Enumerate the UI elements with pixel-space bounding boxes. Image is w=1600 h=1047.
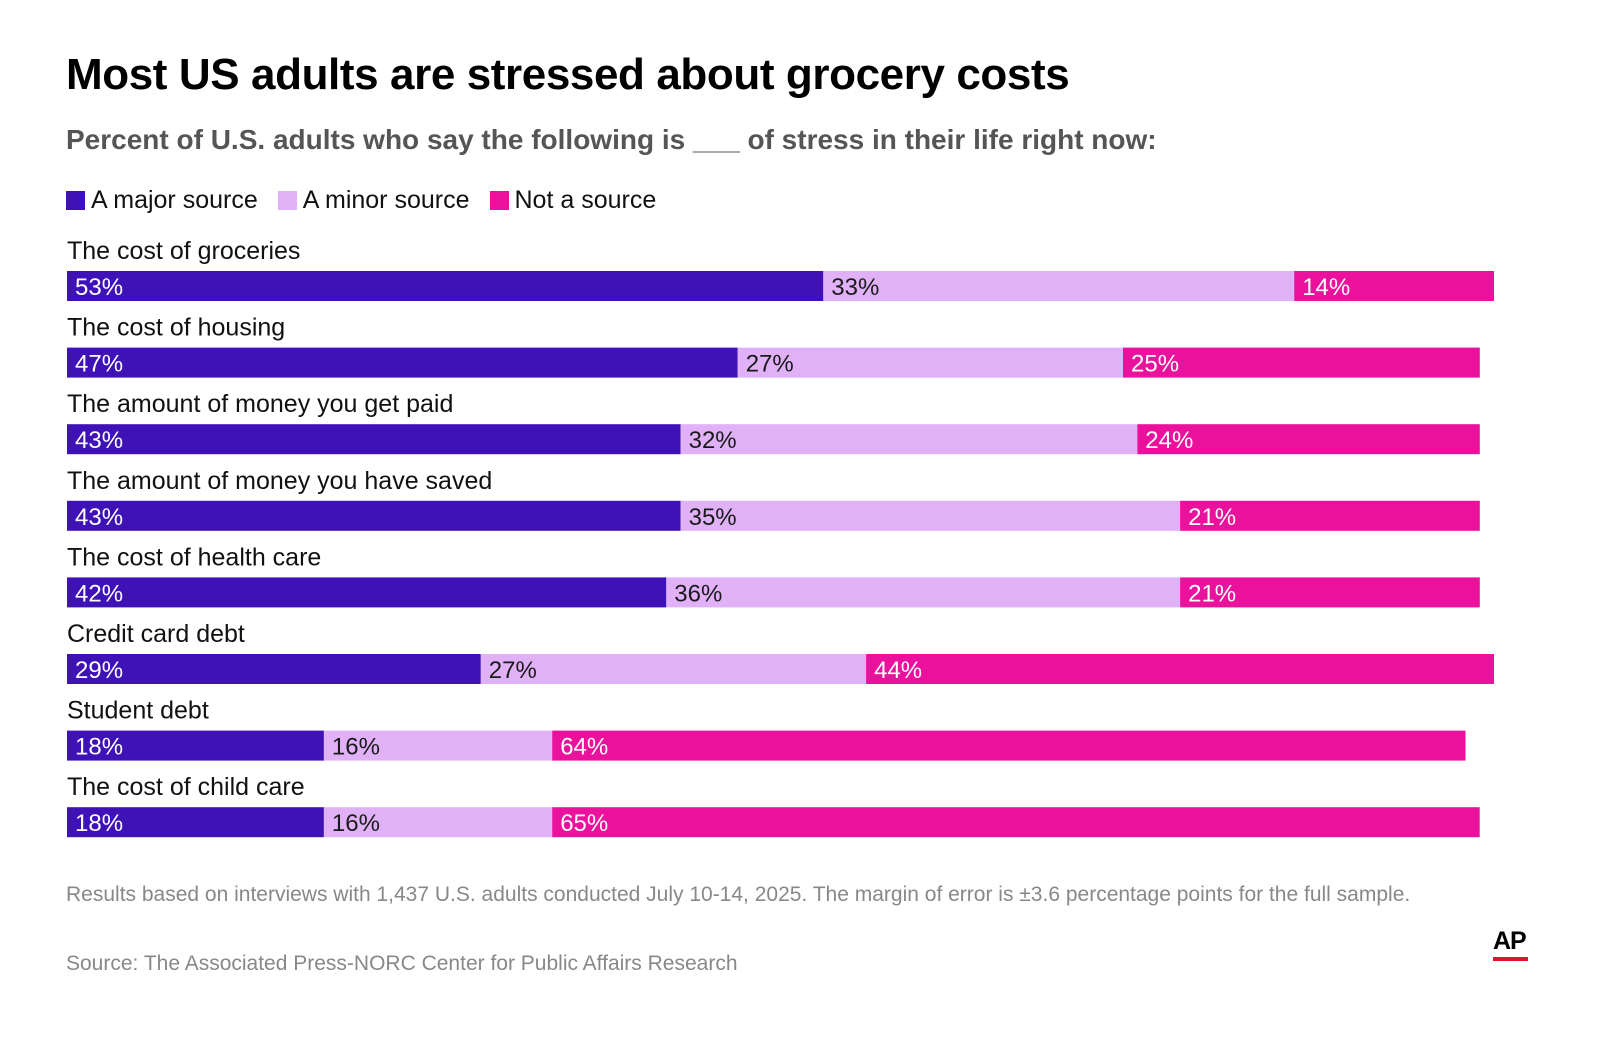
bar-segment-not xyxy=(1294,271,1494,301)
category-label: The amount of money you get paid xyxy=(67,390,453,418)
bar-segment-minor xyxy=(323,807,553,838)
data-label-minor: 27% xyxy=(746,351,794,378)
data-label-major: 43% xyxy=(75,504,123,531)
data-label-minor: 32% xyxy=(689,427,737,454)
data-label-not: 25% xyxy=(1131,351,1179,378)
chart-title: Most US adults are stressed about grocer… xyxy=(66,50,1070,99)
bar-segment-not xyxy=(1180,577,1480,608)
data-label-major: 42% xyxy=(75,580,123,607)
ap-logo-bar xyxy=(1493,957,1528,961)
data-label-major: 18% xyxy=(75,734,123,761)
category-label: The cost of child care xyxy=(67,773,305,801)
bar-segment-not xyxy=(1137,424,1480,455)
data-label-not: 24% xyxy=(1145,427,1193,454)
bar-segment-minor xyxy=(737,347,1123,378)
data-label-minor: 35% xyxy=(689,504,737,531)
category-label: The cost of housing xyxy=(67,314,285,342)
bar-segment-major xyxy=(67,347,738,378)
data-label-not: 21% xyxy=(1188,580,1236,607)
source-credit: Source: The Associated Press-NORC Center… xyxy=(66,952,738,975)
bar-segment-minor xyxy=(680,424,1138,455)
data-label-major: 53% xyxy=(75,274,123,301)
data-label-minor: 16% xyxy=(332,810,380,837)
legend: A major source A minor source Not a sour… xyxy=(66,186,676,215)
chart-subtitle: Percent of U.S. adults who say the follo… xyxy=(66,124,1157,155)
bar-segment-major xyxy=(67,807,324,838)
bar-segment-not xyxy=(552,730,1466,761)
category-label: The cost of health care xyxy=(67,543,321,571)
legend-swatch-minor xyxy=(277,191,297,210)
data-label-minor: 36% xyxy=(674,580,722,607)
data-label-minor: 27% xyxy=(489,657,537,684)
bar-segment-not xyxy=(1180,500,1480,531)
data-label-not: 14% xyxy=(1302,274,1350,301)
bar-segment-major xyxy=(67,654,481,684)
bar-segment-major xyxy=(67,271,824,301)
ap-logo: AP xyxy=(1493,928,1533,968)
data-label-not: 65% xyxy=(560,810,608,837)
legend-item-not: Not a source xyxy=(489,186,657,215)
legend-item-minor: A minor source xyxy=(277,186,470,215)
data-label-minor: 16% xyxy=(332,734,380,761)
bar-segment-minor xyxy=(323,730,553,761)
category-label: Student debt xyxy=(67,697,209,725)
bar-segment-minor xyxy=(666,577,1180,608)
data-label-major: 43% xyxy=(75,427,123,454)
bar-segment-not xyxy=(866,654,1494,684)
category-label: The cost of groceries xyxy=(67,237,300,265)
data-label-not: 64% xyxy=(560,734,608,761)
bar-segment-not xyxy=(552,807,1480,838)
bar-segment-minor xyxy=(480,654,867,684)
ap-logo-text: AP xyxy=(1493,927,1527,955)
bar-segment-not xyxy=(1123,347,1480,378)
bar-segment-minor xyxy=(680,500,1180,531)
data-label-minor: 33% xyxy=(831,274,879,301)
legend-label-minor: A minor source xyxy=(302,186,470,214)
data-label-not: 44% xyxy=(874,657,922,684)
footnote: Results based on interviews with 1,437 U… xyxy=(66,883,1411,906)
legend-label-major: A major source xyxy=(91,186,258,214)
legend-swatch-major xyxy=(66,191,85,210)
legend-item-major: A major source xyxy=(66,186,258,215)
data-label-major: 18% xyxy=(75,810,123,837)
bar-segment-major xyxy=(67,424,681,455)
bar-segment-minor xyxy=(823,271,1295,301)
bar-segment-major xyxy=(67,730,324,761)
stacked-bar-chart: The cost of groceries 53% 33% 14% The cost o… xyxy=(67,237,1494,838)
bar-segment-major xyxy=(67,577,667,608)
category-label: Credit card debt xyxy=(67,620,245,648)
data-label-not: 21% xyxy=(1188,504,1236,531)
legend-label-not: Not a source xyxy=(514,186,657,214)
bar-segment-major xyxy=(67,500,681,531)
data-label-major: 47% xyxy=(75,351,123,378)
legend-swatch-not xyxy=(489,191,509,210)
data-label-major: 29% xyxy=(75,657,123,684)
category-label: The amount of money you have saved xyxy=(67,467,492,495)
